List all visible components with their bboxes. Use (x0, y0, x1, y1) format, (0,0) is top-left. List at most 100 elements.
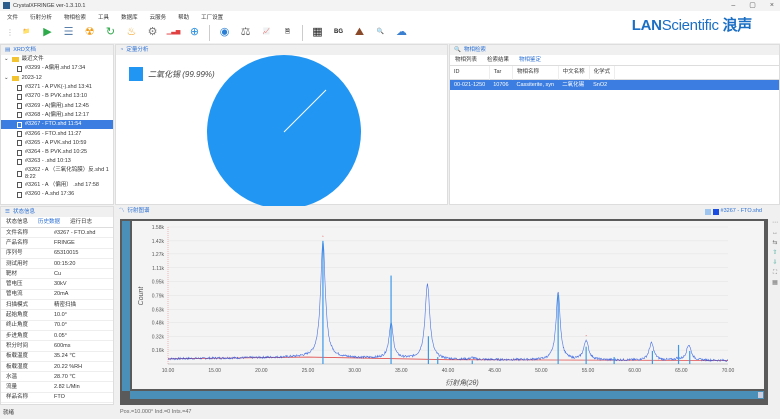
move-down-icon[interactable]: ⇩ (772, 260, 778, 266)
bg-icon: BG (334, 29, 343, 35)
tree-file-item[interactable]: #3267 - FTO.shd 11:54 (1, 120, 113, 130)
file-icon (17, 182, 22, 189)
trend-chart-button[interactable]: 📈 (258, 24, 275, 41)
heater-button[interactable]: ♨ (123, 24, 140, 41)
y-tick-label: 1.58k (152, 225, 165, 231)
cursor-readout: Pos.=10.000° Ind.=0 Ints.=47 (120, 409, 192, 415)
tab[interactable]: 状态信息 (6, 218, 29, 225)
menu-item[interactable]: 衍射分析 (30, 14, 53, 21)
horizontal-scrollbar[interactable] (130, 391, 764, 399)
x-tick-label: 65.00 (675, 368, 688, 374)
file-icon (17, 158, 22, 165)
menu-item[interactable]: 文件 (7, 14, 19, 21)
column-header[interactable]: 化学式 (589, 66, 616, 79)
play-button[interactable]: ▶ (39, 24, 56, 41)
y-tick-label: 1.27k (152, 252, 165, 258)
maximize-button[interactable]: ▢ (749, 2, 756, 9)
table-row[interactable]: 00-021-1250 10706 Cassiterite, syn 二氧化锡 SnO2 (450, 79, 779, 90)
pattern-panel: 〽衍射图谱 #3267 - FTO.shd ⋯ ↔ ⇆ ⇧ ⇩ ⛶ ▦ 0.16k 0.32k… (115, 206, 780, 405)
tree-file-item[interactable]: #3261 - A （偏用） .shd 17:58 (1, 181, 113, 190)
folder-label: 2023-12 (21, 74, 42, 81)
scale-button[interactable]: ⚖ (237, 24, 254, 41)
search-analysis-button[interactable]: 🔍 (372, 24, 389, 41)
vertical-scrollbar[interactable] (122, 221, 130, 391)
column-header[interactable]: ID (450, 66, 490, 79)
history-data-list: 文件名称 #3267 - FTO.shd 产品名称 FRINGE 序列号 65310015… (1, 228, 113, 404)
crosshair-icon: ⊕ (189, 26, 200, 38)
move-up-icon[interactable]: ⇧ (772, 250, 778, 256)
info-row: 文件名称 #3267 - FTO.shd (1, 228, 113, 239)
settings-button[interactable]: ⚙ (144, 24, 161, 41)
file-icon (17, 121, 22, 128)
info-key: 样品名称 (6, 394, 29, 401)
document-save-button[interactable]: 🗎 (279, 24, 296, 41)
grid-button[interactable]: ▦ (309, 24, 326, 41)
info-value: 0.05° (54, 332, 67, 339)
tree-file-item[interactable]: #3269 - A(偏用).shd 12:45 (1, 101, 113, 110)
menu-item[interactable]: 数据库 (121, 14, 138, 21)
phase-tabs: 物相列表 检索结果 物相鉴定 (450, 55, 779, 66)
table-header: ID Tar 物相名称 中文名称 化学式 (450, 66, 779, 79)
column-header[interactable]: 物相名称 (512, 66, 559, 79)
file-icon (17, 84, 22, 91)
minimize-button[interactable]: – (731, 2, 736, 9)
refresh-icon: ↻ (105, 26, 116, 38)
tab[interactable]: 物相列表 (455, 56, 478, 63)
status-panel: ☰ 状态信息 状态信息 历史数据 运行日志 文件名称 #3267 - FTO.shd 产品… (0, 206, 114, 405)
tree-file-item[interactable]: #3270 - B PVK.shd 13:10 (1, 92, 113, 101)
column-header[interactable]: 中文名称 (558, 66, 590, 79)
tree-file-item[interactable]: #3268 - A(偏用).shd 12:17 (1, 111, 113, 120)
tree-file-item[interactable]: #3299 - A偏用.shd 17:34 (1, 64, 113, 73)
file-label: #3264 - B PVK.shd 10:25 (25, 149, 88, 156)
info-row: 管电压 30kV (1, 279, 113, 290)
tree-file-item[interactable]: #3265 - A PVK.shd 10:59 (1, 139, 113, 148)
menu-item[interactable]: 物相检索 (64, 14, 87, 21)
info-row: 板载湿度 20.22 %RH (1, 362, 113, 373)
menu-item[interactable]: 工厂设置 (201, 14, 224, 21)
lanscientific-logo: LANScientific 浪声 (631, 17, 753, 34)
xrd-pattern-chart[interactable]: 0.16k 0.32k 0.48k 0.63k 0.79k 0.95k 1.11k 1.27k… (132, 221, 764, 389)
shrink-x-icon[interactable]: ⇆ (772, 240, 778, 246)
list-button[interactable]: ☰ (60, 24, 77, 41)
series-checkbox[interactable] (704, 208, 711, 215)
tree-file-item[interactable]: #3264 - B PVK.shd 10:25 (1, 148, 113, 157)
tree-file-item[interactable]: #3263 - .shd 10:13 (1, 157, 113, 166)
chevron-down-icon: ⌄ (4, 74, 9, 81)
tab[interactable]: 历史数据 (33, 217, 66, 227)
tree-file-item[interactable]: #3260 - A.shd 17:36 (1, 190, 113, 199)
tab[interactable]: 物相鉴定 (514, 55, 547, 65)
tab[interactable]: 检索结果 (487, 56, 510, 63)
menu-item[interactable]: 帮助 (178, 14, 190, 21)
more-icon[interactable]: ⋯ (772, 220, 778, 226)
close-button[interactable]: × (769, 2, 774, 9)
radiation-button[interactable]: ☢ (81, 24, 98, 41)
info-row: 测试用时 00:15:20 (1, 259, 113, 270)
fit-icon[interactable]: ⛶ (772, 270, 778, 276)
column-header[interactable]: Tar (489, 66, 514, 79)
menu-item[interactable]: 工具 (98, 14, 110, 21)
menu-item[interactable]: 云服务 (149, 14, 167, 21)
bg-button[interactable]: BG (330, 24, 347, 41)
tab[interactable]: 运行日志 (70, 218, 93, 225)
scroll-thumb[interactable] (758, 392, 763, 398)
info-row: 样品名称 FTO (1, 393, 113, 404)
info-key: 管电压 (6, 281, 23, 288)
table-icon[interactable]: ▦ (772, 280, 778, 286)
tree-folder[interactable]: ⌄ 最近文件 (1, 55, 113, 64)
file-label: #3299 - A偏用.shd 17:34 (25, 65, 86, 72)
tree-file-item[interactable]: #3262 - A （三氧化钨膜）反.shd 18:22 (1, 167, 113, 181)
crosshair-button[interactable]: ⊕ (186, 24, 203, 41)
tree-file-item[interactable]: #3266 - FTO.shd 11:27 (1, 129, 113, 138)
tree-file-item[interactable]: #3271 - A PVK(-).shd 13:41 (1, 83, 113, 92)
series-legend: #3267 - FTO.shd (704, 208, 762, 215)
refresh-button[interactable]: ↻ (102, 24, 119, 41)
mountain-flag-button[interactable]: ⛰ (351, 24, 368, 41)
info-value: 20.22 %RH (54, 363, 83, 370)
database-cloud-button[interactable]: ☁ (393, 24, 410, 41)
fingerprint-button[interactable]: ◉ (216, 24, 233, 41)
info-key: 管电流 (6, 291, 23, 298)
expand-x-icon[interactable]: ↔ (772, 230, 778, 236)
tree-folder[interactable]: ⌄ 2023-12 (1, 74, 113, 83)
spectrum-button[interactable]: ▁▃▅ (165, 24, 182, 41)
open-folder-button[interactable]: 📁 (18, 24, 35, 41)
